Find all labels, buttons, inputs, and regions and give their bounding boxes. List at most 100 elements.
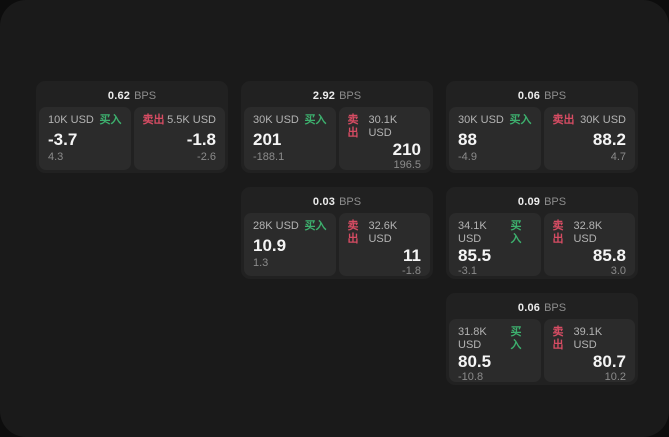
sell-tile-header: 卖出 5.5K USD xyxy=(143,114,217,127)
buy-tile-header: 30K USD 买入 xyxy=(253,114,327,127)
quote-card: 0.09 BPS 34.1K USD 买入 85.5 -3.1 卖出 32.8K USD 85.… xyxy=(446,187,638,279)
sell-delta: -1.8 xyxy=(402,265,421,277)
sell-price: 11 xyxy=(403,246,421,265)
quote-tiles: 30K USD 买入 88 -4.9 卖出 30K USD 88.2 4.7 xyxy=(449,107,635,170)
buy-price: 85.5 xyxy=(458,246,492,265)
sell-quote-tile[interactable]: 卖出 32.6K USD 11 -1.8 xyxy=(338,213,430,277)
bps-value: 0.06 xyxy=(517,89,541,102)
buy-tag: 买入 xyxy=(510,326,522,351)
sell-quote-tile[interactable]: 卖出 32.8K USD 85.8 3.0 xyxy=(543,213,635,277)
buy-delta: -4.9 xyxy=(458,151,477,163)
cards-grid: 0.62 BPS 10K USD 买入 -3.7 4.3 卖出 5.5K USD -1.8 -2.… xyxy=(36,81,638,385)
sell-tag: 卖出 xyxy=(347,114,359,139)
buy-quote-tile[interactable]: 28K USD 买入 10.9 1.3 xyxy=(244,213,336,276)
sell-quote-tile[interactable]: 卖出 30.1K USD 210 196.5 xyxy=(338,107,430,171)
sell-tile-header: 卖出 30.1K USD xyxy=(348,114,422,140)
card-header: 0.06 BPS xyxy=(449,296,635,319)
sell-quote-tile[interactable]: 卖出 39.1K USD 80.7 10.2 xyxy=(543,319,635,383)
buy-price: 201 xyxy=(253,129,282,149)
card-header: 0.03 BPS xyxy=(244,190,430,213)
sell-tile-header: 卖出 32.8K USD xyxy=(553,220,627,246)
buy-tile-header: 34.1K USD 买入 xyxy=(458,220,532,246)
buy-quote-tile[interactable]: 10K USD 买入 -3.7 4.3 xyxy=(39,107,131,170)
buy-quote-tile[interactable]: 31.8K USD 买入 80.5 -10.8 xyxy=(449,319,541,383)
buy-tile-header: 10K USD 买入 xyxy=(48,114,122,127)
buy-tag: 买入 xyxy=(510,220,522,245)
sell-delta: 196.5 xyxy=(393,159,421,171)
buy-amount: 10K USD xyxy=(48,114,94,126)
quote-tiles: 28K USD 买入 10.9 1.3 卖出 32.6K USD 11 -1.8 xyxy=(244,213,430,277)
bps-value: 0.06 xyxy=(517,301,541,314)
sell-delta: -2.6 xyxy=(197,151,216,163)
bps-unit-label: BPS xyxy=(339,89,362,102)
quote-card: 0.06 BPS 31.8K USD 买入 80.5 -10.8 卖出 39.1K USD 80… xyxy=(446,293,638,385)
buy-tag: 买入 xyxy=(304,220,327,232)
sell-amount: 30.1K USD xyxy=(368,114,398,139)
buy-quote-tile[interactable]: 30K USD 买入 88 -4.9 xyxy=(449,107,541,170)
bps-value: 2.92 xyxy=(312,89,336,102)
quote-card: 0.03 BPS 28K USD 买入 10.9 1.3 卖出 32.6K USD 11 -1.8 xyxy=(241,187,433,279)
buy-tag: 买入 xyxy=(304,114,327,126)
buy-amount: 31.8K USD xyxy=(458,326,487,351)
buy-price: 88 xyxy=(458,129,477,149)
sell-tag: 卖出 xyxy=(347,220,359,245)
quote-card: 0.06 BPS 30K USD 买入 88 -4.9 卖出 30K USD 88.2 4.7 xyxy=(446,81,638,173)
sell-price: -1.8 xyxy=(186,129,216,149)
buy-delta: -10.8 xyxy=(458,371,484,383)
card-header: 2.92 BPS xyxy=(244,84,430,107)
buy-quote-tile[interactable]: 30K USD 买入 201 -188.1 xyxy=(244,107,336,170)
buy-delta: -188.1 xyxy=(253,151,285,163)
bps-unit-label: BPS xyxy=(544,195,567,208)
card-header: 0.09 BPS xyxy=(449,190,635,213)
card-header: 0.62 BPS xyxy=(39,84,225,107)
bps-value: 0.09 xyxy=(517,195,541,208)
bps-unit-label: BPS xyxy=(339,195,362,208)
bps-unit-label: BPS xyxy=(544,301,567,314)
buy-tag: 买入 xyxy=(99,114,122,126)
bps-value: 0.03 xyxy=(312,195,336,208)
sell-tag: 卖出 xyxy=(552,220,564,245)
sell-quote-tile[interactable]: 卖出 30K USD 88.2 4.7 xyxy=(543,107,635,170)
sell-quote-tile[interactable]: 卖出 5.5K USD -1.8 -2.6 xyxy=(133,107,225,170)
bps-value: 0.62 xyxy=(107,89,131,102)
sell-amount: 32.6K USD xyxy=(368,220,398,245)
sell-tag: 卖出 xyxy=(552,326,564,351)
buy-quote-tile[interactable]: 34.1K USD 买入 85.5 -3.1 xyxy=(449,213,541,277)
bps-unit-label: BPS xyxy=(544,89,567,102)
buy-price: 80.5 xyxy=(458,352,492,371)
sell-price: 88.2 xyxy=(592,129,626,149)
sell-delta: 3.0 xyxy=(610,265,626,277)
buy-delta: 4.3 xyxy=(48,151,64,163)
sell-tile-header: 卖出 39.1K USD xyxy=(553,326,627,352)
quote-tiles: 31.8K USD 买入 80.5 -10.8 卖出 39.1K USD 80.7 10.2 xyxy=(449,319,635,383)
buy-tile-header: 31.8K USD 买入 xyxy=(458,326,532,352)
quote-tiles: 30K USD 买入 201 -188.1 卖出 30.1K USD 210 196.5 xyxy=(244,107,430,171)
buy-price: 10.9 xyxy=(253,235,287,255)
buy-price: -3.7 xyxy=(48,129,78,149)
sell-tile-header: 卖出 32.6K USD xyxy=(348,220,422,246)
sell-tile-header: 卖出 30K USD xyxy=(553,114,627,127)
sell-amount: 39.1K USD xyxy=(573,326,603,351)
sell-price: 210 xyxy=(392,140,421,159)
sell-tag: 卖出 xyxy=(142,114,165,126)
quote-card: 0.62 BPS 10K USD 买入 -3.7 4.3 卖出 5.5K USD -1.8 -2.… xyxy=(36,81,228,173)
quote-card: 2.92 BPS 30K USD 买入 201 -188.1 卖出 30.1K USD 210 1… xyxy=(241,81,433,173)
sell-amount: 5.5K USD xyxy=(167,114,216,126)
buy-amount: 30K USD xyxy=(253,114,299,126)
sell-price: 85.8 xyxy=(592,246,626,265)
sell-amount: 32.8K USD xyxy=(573,220,603,245)
buy-tag: 买入 xyxy=(509,114,532,126)
quote-tiles: 34.1K USD 买入 85.5 -3.1 卖出 32.8K USD 85.8 3.0 xyxy=(449,213,635,277)
sell-delta: 4.7 xyxy=(610,151,626,163)
quote-tiles: 10K USD 买入 -3.7 4.3 卖出 5.5K USD -1.8 -2.6 xyxy=(39,107,225,170)
buy-tile-header: 30K USD 买入 xyxy=(458,114,532,127)
buy-amount: 28K USD xyxy=(253,220,299,232)
buy-amount: 30K USD xyxy=(458,114,504,126)
bps-unit-label: BPS xyxy=(134,89,157,102)
sell-tag: 卖出 xyxy=(552,114,575,126)
card-header: 0.06 BPS xyxy=(449,84,635,107)
buy-tile-header: 28K USD 买入 xyxy=(253,220,327,233)
sell-price: 80.7 xyxy=(592,352,626,371)
buy-delta: 1.3 xyxy=(253,257,269,269)
